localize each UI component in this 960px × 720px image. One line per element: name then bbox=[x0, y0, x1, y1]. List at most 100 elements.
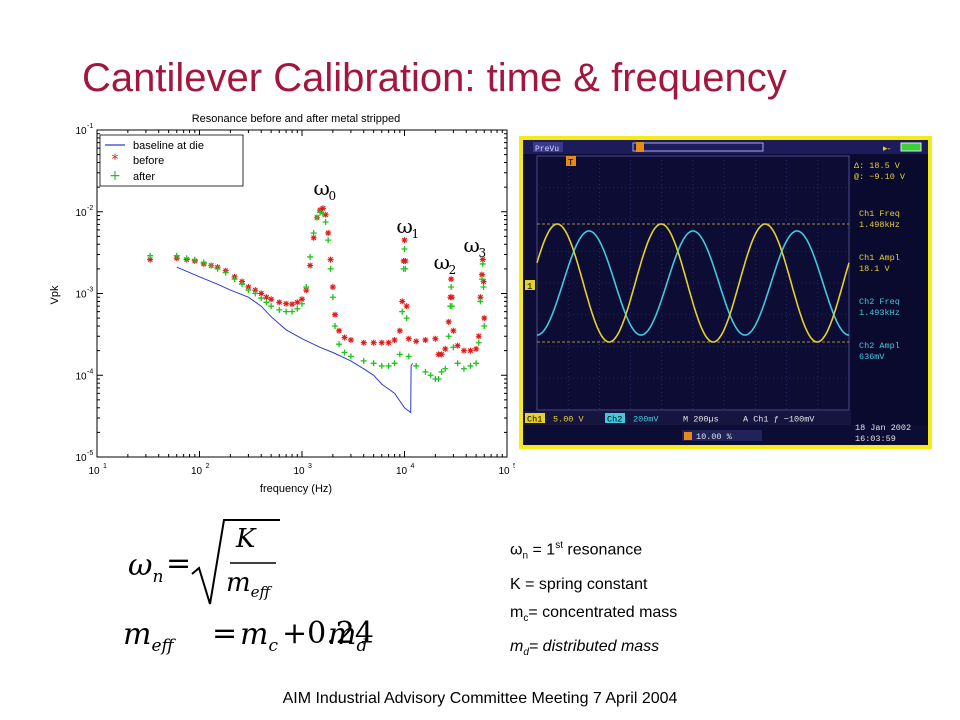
x-tick-exponent: 2 bbox=[206, 463, 210, 470]
marker-after bbox=[258, 295, 265, 302]
marker-after bbox=[183, 255, 190, 262]
y-tick-exponent: -3 bbox=[87, 287, 93, 294]
marker-after bbox=[396, 351, 403, 358]
omega-annotation-sub: 1 bbox=[412, 227, 420, 241]
marker-after bbox=[307, 253, 314, 260]
marker-before bbox=[360, 339, 367, 346]
marker-before bbox=[276, 299, 283, 306]
x-tick-label: 10 bbox=[396, 466, 408, 477]
marker-before bbox=[396, 327, 403, 334]
ch1-marker-box bbox=[525, 280, 535, 290]
marker-after bbox=[467, 362, 474, 369]
marker-after bbox=[401, 246, 408, 253]
equals-sign: = bbox=[166, 546, 192, 581]
marker-after bbox=[413, 362, 420, 369]
marker-after bbox=[448, 284, 455, 291]
marker-before bbox=[460, 347, 467, 354]
mass-coefficient: +0.24 bbox=[282, 616, 374, 651]
chart-title: Resonance before and after metal strippe… bbox=[192, 113, 401, 125]
x-tick-exponent: 4 bbox=[411, 463, 415, 470]
measurement-value: 1.493kHz bbox=[859, 308, 900, 318]
marker-after bbox=[477, 298, 484, 305]
ch2-label-box bbox=[605, 413, 625, 423]
cursor-at: @: −9.10 V bbox=[854, 172, 906, 182]
marker-after bbox=[173, 252, 180, 259]
marker-before bbox=[422, 336, 429, 343]
marker-after bbox=[317, 209, 324, 216]
trigger-pos: 10.00 % bbox=[696, 432, 733, 442]
numerator-k: K bbox=[236, 524, 256, 554]
omega-annotation: ω bbox=[314, 176, 330, 200]
marker-before bbox=[480, 278, 487, 285]
scope-graticule bbox=[536, 155, 850, 411]
omega-annotation: ω bbox=[434, 250, 450, 274]
marker-before bbox=[310, 234, 317, 241]
marker-after bbox=[480, 284, 487, 291]
x-tick-exponent: 5 bbox=[513, 463, 515, 470]
trigger-marker: T bbox=[568, 158, 574, 168]
marker-before bbox=[289, 301, 296, 308]
legend-label-baseline: baseline at die bbox=[133, 140, 204, 152]
marker-before bbox=[268, 296, 275, 303]
marker-before bbox=[329, 284, 336, 291]
marker-before bbox=[467, 347, 474, 354]
marker-before bbox=[405, 335, 412, 342]
marker-before bbox=[401, 237, 408, 244]
marker-before bbox=[299, 296, 305, 303]
marker-after bbox=[450, 344, 457, 351]
y-tick-exponent: -2 bbox=[87, 205, 93, 212]
marker-after bbox=[442, 365, 449, 372]
omega-n: ωn bbox=[128, 548, 164, 587]
y-tick-label: 10 bbox=[75, 371, 87, 382]
marker-after bbox=[460, 365, 467, 372]
marker-after bbox=[435, 375, 442, 382]
marker-after bbox=[268, 303, 275, 310]
series-markers-after bbox=[147, 209, 488, 382]
marker-before bbox=[378, 339, 385, 346]
marker-after bbox=[473, 360, 480, 367]
timebase: M 200µs bbox=[683, 415, 719, 425]
x-tick-label: 10 bbox=[498, 466, 510, 477]
marker-after bbox=[479, 260, 486, 267]
cursor-delta: Δ: 18.5 V bbox=[854, 161, 901, 171]
x-tick-exponent: 1 bbox=[103, 463, 107, 470]
ch1-waveform bbox=[536, 223, 850, 343]
marker-after bbox=[322, 218, 329, 225]
definition-k: K = spring constant bbox=[510, 575, 648, 593]
definition-mc: mc= concentrated mass bbox=[510, 603, 678, 624]
marker-before bbox=[283, 300, 290, 307]
marker-after bbox=[191, 256, 198, 263]
marker-before bbox=[327, 256, 334, 263]
legend-label-before: before bbox=[133, 155, 164, 167]
legend-label-after: after bbox=[133, 171, 155, 183]
oscilloscope-screen: PreVu ▸- T 1 Δ: 18.5 V @: −9.10 V Ch1 Fr… bbox=[523, 140, 928, 445]
marker-before bbox=[347, 336, 354, 343]
marker-before bbox=[432, 335, 439, 342]
ch1-label-box bbox=[525, 413, 545, 423]
marker-after bbox=[438, 368, 445, 375]
legend-marker-after: + bbox=[109, 168, 121, 184]
y-tick-exponent: -1 bbox=[87, 123, 93, 130]
marker-after bbox=[481, 323, 488, 330]
omega-annotation-sub: 2 bbox=[449, 263, 457, 277]
marker-before bbox=[413, 338, 420, 345]
marker-after bbox=[427, 372, 434, 379]
marker-after bbox=[200, 259, 207, 266]
marker-after bbox=[239, 281, 246, 288]
marker-after bbox=[208, 262, 215, 269]
marker-before bbox=[263, 294, 270, 301]
x-axis-label: frequency (Hz) bbox=[260, 483, 332, 495]
ch2-waveform bbox=[536, 230, 850, 336]
marker-before bbox=[336, 327, 343, 334]
marker-before bbox=[147, 256, 154, 263]
marker-after bbox=[214, 265, 221, 272]
legend-box bbox=[99, 134, 244, 187]
marker-before bbox=[252, 287, 259, 294]
marker-before bbox=[473, 345, 480, 352]
oscilloscope-frame: PreVu ▸- T 1 Δ: 18.5 V @: −9.10 V Ch1 Fr… bbox=[519, 136, 932, 449]
marker-after bbox=[360, 357, 367, 364]
marker-before bbox=[475, 333, 482, 340]
definition-omega: ωn = 1st resonance bbox=[510, 540, 643, 562]
marker-after bbox=[475, 339, 482, 346]
marker-before bbox=[370, 339, 377, 346]
